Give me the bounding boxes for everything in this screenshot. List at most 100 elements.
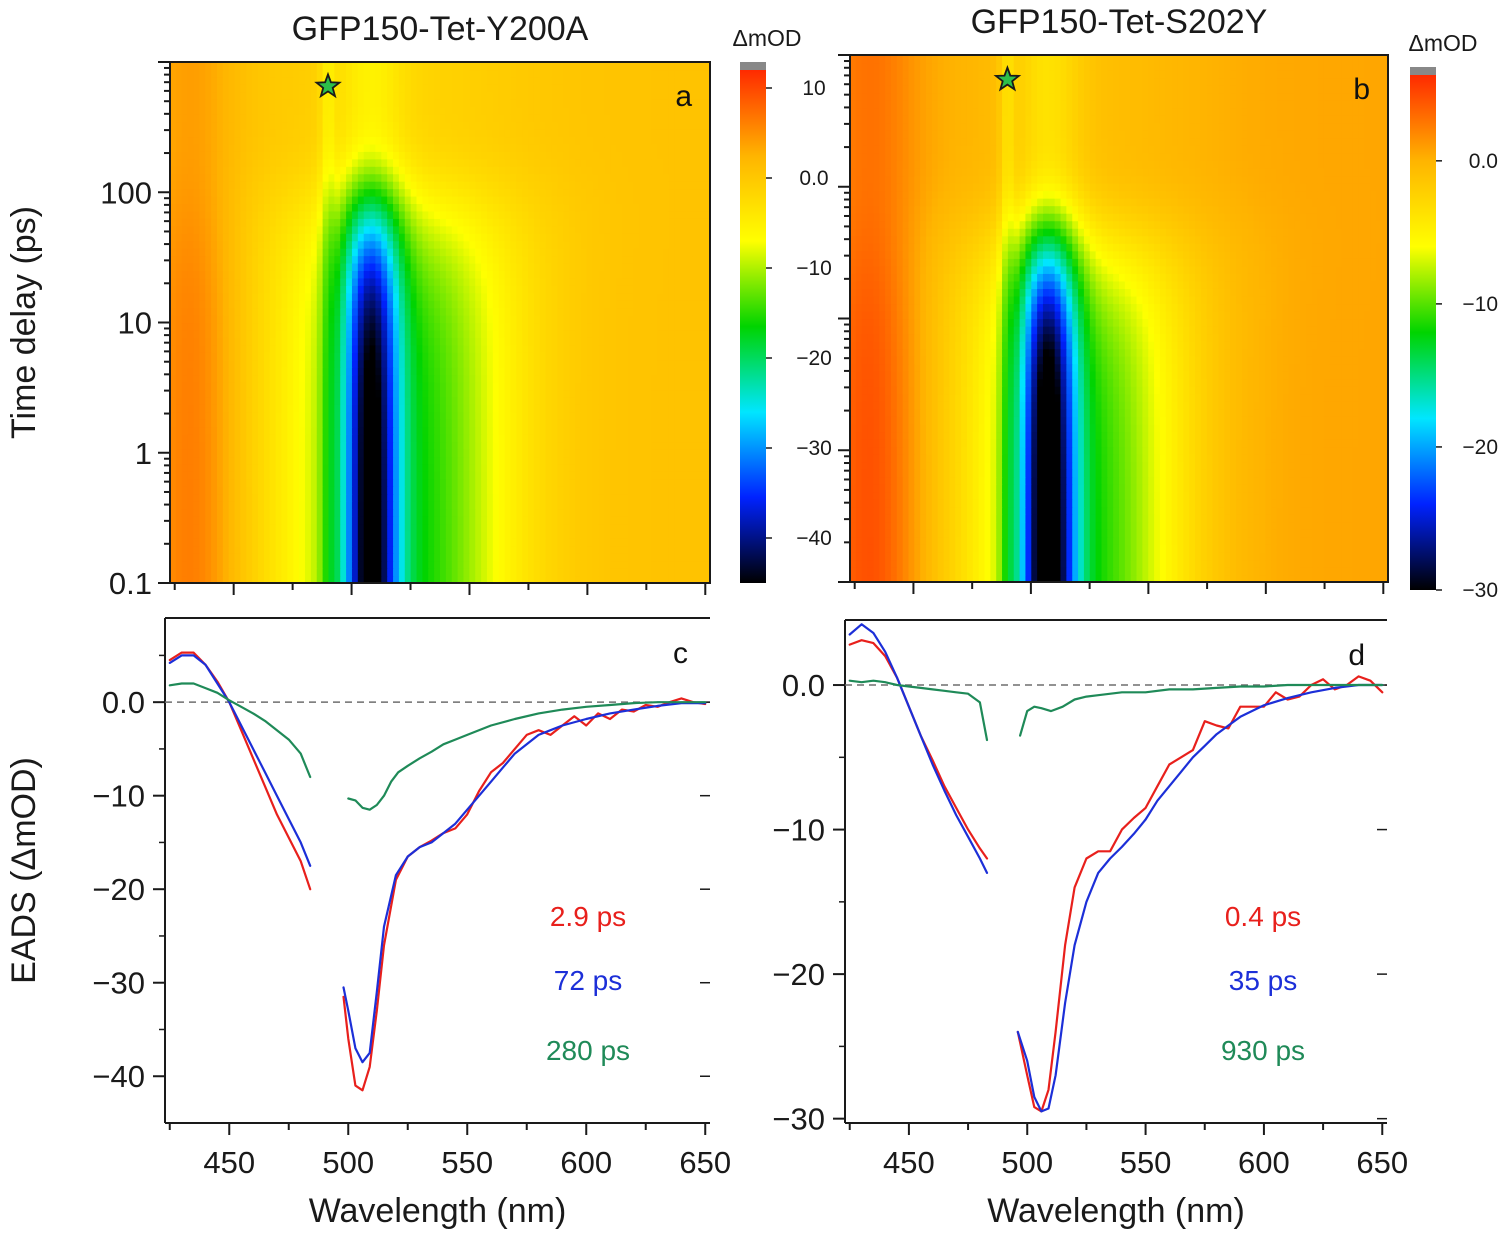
heatmap-cell: [351, 478, 359, 487]
heatmap-cell: [205, 262, 212, 271]
heatmap-cell: [463, 255, 470, 264]
heatmap-cell: [410, 337, 418, 346]
heatmap-cell: [575, 307, 582, 316]
heatmap-cell: [633, 449, 641, 458]
heatmap-cell: [663, 255, 670, 264]
heatmap-cell: [310, 203, 318, 212]
heatmap-cell: [422, 195, 429, 205]
heatmap-cell: [269, 419, 277, 428]
heatmap-cell: [621, 523, 629, 532]
heatmap-cell: [310, 486, 318, 495]
heatmap-cell: [451, 292, 459, 301]
heatmap-cell: [516, 210, 523, 219]
heatmap-cell: [533, 471, 541, 480]
heatmap-cell: [387, 277, 394, 286]
heatmap-cell: [698, 285, 705, 294]
heatmap-cell: [363, 471, 371, 480]
heatmap-cell: [246, 225, 253, 234]
heatmap-cell: [422, 463, 429, 472]
heatmap-cell: [269, 300, 277, 309]
heatmap-cell: [281, 322, 288, 331]
heatmap-cell: [569, 210, 576, 219]
heatmap-cell: [293, 493, 300, 502]
heatmap-cell: [545, 240, 553, 249]
heatmap-cell: [381, 270, 388, 279]
heatmap-cell: [316, 315, 324, 324]
heatmap-cell: [422, 248, 429, 257]
heatmap-cell: [457, 210, 465, 219]
heatmap-cell: [469, 359, 476, 368]
heatmap-cell: [592, 568, 600, 577]
heatmap-cell: [575, 240, 582, 249]
heatmap-cell: [310, 404, 318, 413]
heatmap-cell: [592, 530, 600, 539]
heatmap-cell: [686, 367, 693, 376]
heatmap-cell: [334, 344, 341, 353]
heatmap-cell: [234, 181, 242, 190]
heatmap-cell: [428, 329, 435, 338]
heatmap-cell: [293, 233, 300, 242]
heatmap-cell: [305, 516, 312, 525]
heatmap-cell: [393, 277, 400, 286]
heatmap-cell: [398, 560, 406, 569]
heatmap-cell: [363, 181, 371, 190]
heatmap-cell: [381, 344, 388, 353]
heatmap-cell: [510, 456, 517, 465]
heatmap-cell: [357, 441, 365, 450]
heatmap-cell: [539, 538, 547, 547]
heatmap-cell: [205, 255, 212, 264]
heatmap-cell: [369, 300, 377, 309]
heatmap-cell: [404, 181, 412, 190]
heatmap-cell: [199, 374, 206, 383]
heatmap-cell: [351, 463, 359, 472]
heatmap-cell: [316, 553, 324, 562]
heatmap-cell: [569, 478, 576, 487]
heatmap-cell: [340, 560, 347, 569]
heatmap-cell: [610, 508, 617, 517]
heatmap-cell: [645, 501, 652, 510]
heatmap-cell: [698, 240, 705, 249]
heatmap-cell: [258, 382, 265, 391]
heatmap-cell: [627, 322, 635, 331]
heatmap-cell: [258, 523, 265, 532]
heatmap-cell: [299, 404, 306, 413]
heatmap-cell: [293, 240, 300, 249]
heatmap-cell: [445, 426, 453, 435]
heatmap-cell: [199, 493, 206, 502]
heatmap-cell: [263, 359, 271, 368]
heatmap-cell: [621, 255, 629, 264]
heatmap-cell: [610, 352, 617, 361]
heatmap-cell: [533, 181, 541, 190]
heatmap-cell: [686, 322, 693, 331]
heatmap-cell: [222, 478, 230, 487]
heatmap-cell: [569, 501, 576, 510]
heatmap-cell: [563, 523, 570, 532]
heatmap-cell: [299, 523, 306, 532]
heatmap-cell: [704, 262, 710, 271]
heatmap-cell: [299, 300, 306, 309]
heatmap-cell: [422, 493, 429, 502]
heatmap-cell: [269, 181, 277, 190]
heatmap-cell: [663, 181, 670, 190]
heatmap-cell: [645, 404, 652, 413]
heatmap-cell: [269, 270, 277, 279]
heatmap-cell: [621, 426, 629, 435]
heatmap-cell: [481, 434, 488, 443]
heatmap-cell: [334, 545, 341, 554]
heatmap-cell: [633, 486, 641, 495]
heatmap-cell: [193, 382, 200, 391]
heatmap-cell: [275, 382, 283, 391]
heatmap-cell: [246, 508, 253, 517]
heatmap-cell: [363, 389, 371, 398]
heatmap-cell: [322, 471, 330, 480]
heatmap-cell: [328, 478, 335, 487]
heatmap-cell: [181, 426, 189, 435]
heatmap-cell: [240, 404, 247, 413]
heatmap-cell: [357, 486, 365, 495]
heatmap-cell: [393, 463, 400, 472]
heatmap-cell: [387, 210, 394, 219]
heatmap-cell: [463, 181, 470, 190]
heatmap-cell: [463, 277, 470, 286]
heatmap-cell: [228, 277, 236, 286]
heatmap-cell: [645, 449, 652, 458]
